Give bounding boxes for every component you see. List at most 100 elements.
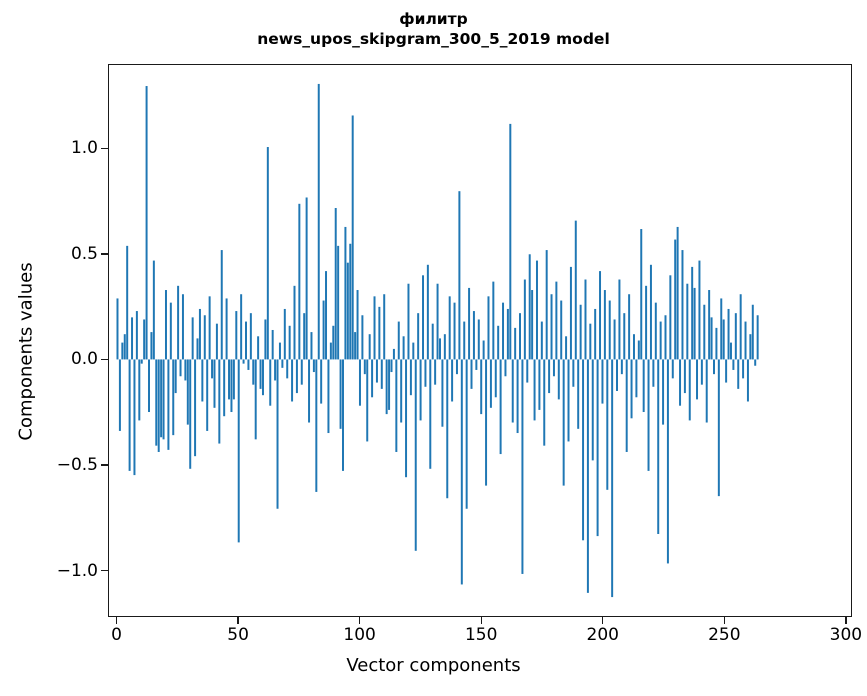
bar	[552, 359, 555, 377]
bar	[754, 359, 757, 366]
bar	[649, 264, 652, 360]
bar	[708, 290, 711, 360]
bar	[516, 359, 519, 434]
bar	[380, 359, 383, 389]
x-tick-label: 250	[708, 625, 741, 645]
bar	[700, 359, 703, 385]
bar	[254, 359, 257, 440]
bar	[167, 359, 170, 450]
bar	[538, 359, 541, 410]
bar	[579, 304, 582, 360]
bar	[388, 359, 391, 410]
bar	[746, 359, 749, 402]
bar	[220, 250, 223, 360]
bar	[131, 317, 134, 360]
bar	[460, 359, 463, 585]
bar	[451, 359, 454, 402]
bar	[298, 203, 301, 360]
bar	[531, 290, 534, 360]
bar	[492, 281, 495, 360]
bar	[429, 359, 432, 469]
bar	[565, 336, 568, 360]
bar	[521, 359, 524, 574]
bar	[654, 302, 657, 360]
bar	[363, 359, 366, 375]
bar	[671, 359, 674, 379]
bar	[683, 359, 686, 394]
bar	[140, 359, 143, 364]
bar	[295, 359, 298, 394]
bar	[511, 359, 514, 423]
bar	[293, 285, 296, 360]
bar	[390, 359, 393, 373]
bar	[417, 313, 420, 360]
chart-title: филитр news_upos_skipgram_300_5_2019 mod…	[0, 10, 867, 50]
x-tick-mark	[358, 617, 361, 624]
bar	[681, 250, 684, 360]
bar	[623, 313, 626, 360]
bar	[332, 325, 335, 360]
bar	[659, 321, 662, 360]
y-tick-label: 1.0	[70, 138, 98, 159]
bar	[351, 115, 354, 360]
bar	[523, 279, 526, 360]
bar	[737, 359, 740, 389]
bar	[198, 308, 201, 360]
bar	[271, 329, 274, 360]
bar	[203, 315, 206, 360]
bar	[713, 359, 715, 375]
bar	[611, 359, 614, 598]
bar	[286, 359, 289, 379]
bar	[710, 317, 713, 360]
bar	[555, 281, 558, 360]
bar	[329, 342, 332, 360]
bar	[543, 359, 546, 446]
bar	[194, 359, 197, 457]
bar	[669, 275, 672, 360]
bar	[691, 266, 694, 360]
bar	[235, 311, 238, 360]
bar	[397, 321, 400, 360]
bar	[504, 359, 507, 377]
bar	[337, 245, 340, 360]
bar	[472, 311, 475, 360]
bar	[489, 359, 492, 408]
y-axis-label: Components values	[15, 262, 37, 441]
bar	[502, 302, 505, 360]
x-tick-label: 300	[829, 625, 863, 645]
bar	[468, 287, 471, 360]
bar	[395, 359, 398, 452]
y-tick-mark	[101, 569, 108, 572]
bar	[599, 271, 602, 360]
bar	[591, 359, 594, 461]
x-tick-mark	[115, 617, 118, 624]
x-tick-label: 0	[111, 625, 122, 645]
bar	[485, 359, 488, 486]
bar	[128, 359, 131, 471]
bar	[652, 359, 655, 387]
bar	[164, 290, 167, 360]
bar	[252, 359, 255, 385]
bar	[288, 325, 291, 360]
bar	[506, 308, 509, 360]
bar	[567, 359, 570, 442]
bar	[717, 359, 720, 497]
bar	[526, 359, 529, 383]
bar	[608, 300, 611, 360]
bar	[548, 359, 551, 394]
bar	[283, 308, 286, 360]
bar	[242, 359, 245, 364]
bar	[477, 319, 480, 360]
bar	[133, 359, 136, 476]
x-tick-mark	[602, 617, 604, 624]
bar	[405, 359, 408, 478]
bar	[443, 334, 446, 360]
bar	[448, 296, 451, 360]
bar	[455, 359, 458, 375]
bar	[278, 342, 281, 360]
bar	[603, 290, 606, 360]
bar	[371, 359, 374, 398]
bar	[143, 319, 146, 360]
bar	[574, 220, 577, 360]
